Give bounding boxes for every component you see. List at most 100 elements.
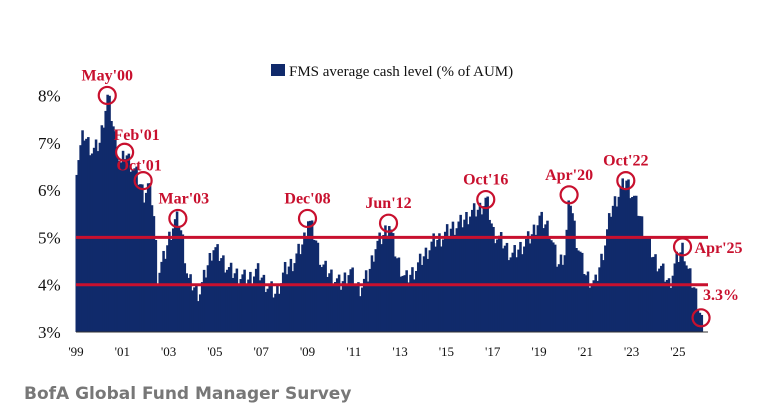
bar <box>604 245 607 332</box>
bar <box>100 125 104 332</box>
bar <box>235 268 239 332</box>
bar <box>334 282 337 332</box>
bar <box>432 233 435 332</box>
annotation-circle <box>133 171 153 191</box>
bar <box>631 196 634 332</box>
bar <box>241 274 244 332</box>
bar <box>310 220 314 332</box>
bar <box>193 287 196 332</box>
bar <box>619 187 623 332</box>
bar <box>314 240 318 332</box>
bar <box>584 275 588 332</box>
bar <box>293 263 297 332</box>
x-tick-label: '25 <box>670 344 685 359</box>
bar <box>611 205 615 332</box>
bar <box>144 192 148 332</box>
bar <box>94 139 98 332</box>
x-tick-label: '05 <box>207 344 222 359</box>
axes: 8% 7% 6% 5% 4% 3% '99 '01 '03 '05 '07 '09 '11 '13 '15 '… <box>38 86 708 359</box>
bar <box>478 202 482 332</box>
annotation-circle <box>476 189 496 210</box>
bar <box>571 213 574 332</box>
bar <box>150 205 154 332</box>
bar <box>92 147 96 332</box>
bar <box>530 234 534 332</box>
bar <box>509 257 513 332</box>
bar <box>274 293 277 332</box>
bar <box>90 153 94 332</box>
bar <box>660 265 663 332</box>
bar <box>139 184 142 332</box>
bar <box>148 183 152 332</box>
bar <box>328 273 331 332</box>
bar <box>661 263 665 332</box>
bar <box>85 138 88 332</box>
bar <box>415 270 418 332</box>
bar <box>89 155 92 332</box>
bar <box>540 211 543 332</box>
bar <box>87 137 90 332</box>
bar <box>295 253 298 332</box>
bar <box>592 280 596 332</box>
bar <box>397 257 401 332</box>
bar <box>461 227 464 332</box>
bar <box>629 198 632 332</box>
bar <box>308 220 312 332</box>
bar <box>237 283 241 332</box>
bar <box>158 272 161 332</box>
bar <box>187 277 190 332</box>
bar <box>129 171 133 332</box>
bar <box>254 268 258 332</box>
bar <box>229 262 233 332</box>
reference-lines <box>76 235 708 287</box>
bar <box>472 203 476 332</box>
bar <box>621 178 624 332</box>
bar <box>289 258 293 332</box>
bar <box>492 226 495 332</box>
bar <box>102 127 106 332</box>
bar <box>469 216 472 332</box>
bar <box>553 244 557 332</box>
bar <box>355 283 358 332</box>
bar <box>515 257 518 332</box>
annotation-label: Dec'08 <box>284 190 330 207</box>
bar <box>393 256 397 332</box>
bar <box>521 254 524 332</box>
annotation-circle <box>115 142 135 162</box>
bar <box>146 183 150 332</box>
annotations: May'00 Feb'01 Oct'01 Mar'03 Dec'08 Jun'12 Oct'… <box>81 67 743 328</box>
bar <box>577 250 580 332</box>
bar <box>575 248 578 332</box>
bar <box>528 243 532 332</box>
bar <box>256 263 260 332</box>
bar <box>77 160 80 332</box>
bar <box>579 251 582 332</box>
bar <box>407 282 410 332</box>
legend: FMS average cash level (% of AUM) <box>271 64 513 80</box>
bar <box>609 216 613 332</box>
bar <box>198 294 202 332</box>
bar <box>586 271 590 332</box>
bar <box>403 275 406 332</box>
x-tick-label: '15 <box>439 344 454 359</box>
bar <box>451 221 455 332</box>
bar <box>291 271 295 332</box>
bar <box>378 232 381 332</box>
bar <box>335 278 339 332</box>
bar <box>332 285 335 332</box>
bar <box>224 272 227 332</box>
y-tick-label: 7% <box>38 134 61 153</box>
annotation-label: Oct'16 <box>463 172 508 189</box>
bar <box>307 221 310 332</box>
bar <box>349 269 352 332</box>
bar <box>428 250 432 332</box>
bar <box>552 242 555 332</box>
x-tick-label: '01 <box>115 344 130 359</box>
bar <box>137 184 140 332</box>
bar <box>633 195 636 332</box>
bar <box>490 223 493 332</box>
bar <box>357 282 360 332</box>
bar <box>175 211 179 332</box>
bar <box>195 284 198 332</box>
bar <box>156 283 160 332</box>
